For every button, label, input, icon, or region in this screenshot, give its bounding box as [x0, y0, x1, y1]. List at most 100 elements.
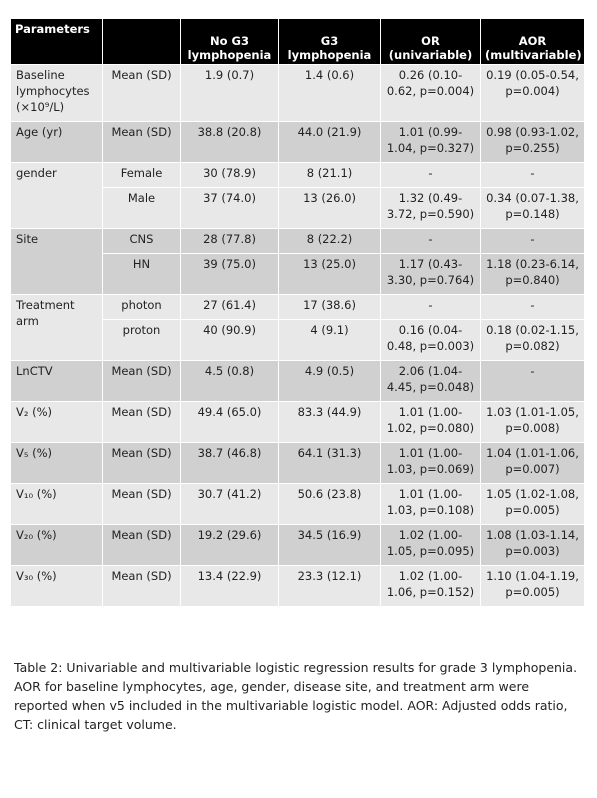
- header-cell: Parameters: [10, 18, 103, 65]
- value-cell: 1.04 (1.01-1.06, p=0.007): [480, 442, 585, 484]
- value-cell: 34.5 (16.9): [278, 524, 381, 566]
- value-cell: 0.19 (0.05-0.54, p=0.004): [480, 64, 585, 122]
- results-table: Parameters No G3 lymphopenia G3 lymphope…: [10, 18, 585, 607]
- parameter-cell: V₅ (%): [10, 442, 103, 484]
- subgroup-cell: Female: [102, 162, 181, 188]
- value-cell: 1.02 (1.00-1.06, p=0.152): [380, 565, 481, 607]
- table-row: gender Female 30 (78.9) 8 (21.1) - -: [10, 162, 585, 229]
- value-cell: 8 (22.2): [278, 228, 381, 254]
- parameter-cell: V₁₀ (%): [10, 483, 103, 525]
- header-cell: G3 lymphopenia: [278, 18, 381, 65]
- parameter-cell: Baseline lymphocytes (×10⁹/L): [10, 64, 103, 122]
- value-cell: 0.98 (0.93-1.02, p=0.255): [480, 121, 585, 163]
- table-row: V₁₀ (%) Mean (SD) 30.7 (41.2) 50.6 (23.8) 1.…: [10, 483, 585, 525]
- table-row: Age (yr) Mean (SD) 38.8 (20.8) 44.0 (21.9) 1…: [10, 121, 585, 163]
- table-row: V₂₀ (%) Mean (SD) 19.2 (29.6) 34.5 (16.9) 1.…: [10, 524, 585, 566]
- value-cell: 44.0 (21.9): [278, 121, 381, 163]
- subgroup-cell: Mean (SD): [102, 565, 181, 607]
- value-cell: 1.01 (1.00-1.02, p=0.080): [380, 401, 481, 443]
- value-cell: 1.08 (1.03-1.14, p=0.003): [480, 524, 585, 566]
- value-cell: 4 (9.1): [278, 319, 381, 361]
- subgroup-cell: Mean (SD): [102, 401, 181, 443]
- header-cell: [102, 18, 181, 65]
- subgroup-cell: Mean (SD): [102, 524, 181, 566]
- value-cell: 37 (74.0): [180, 187, 279, 229]
- value-cell: 2.06 (1.04-4.45, p=0.048): [380, 360, 481, 402]
- value-cell: 1.03 (1.01-1.05, p=0.008): [480, 401, 585, 443]
- value-cell: 30 (78.9): [180, 162, 279, 188]
- value-cell: 13 (25.0): [278, 253, 381, 295]
- value-cell: 49.4 (65.0): [180, 401, 279, 443]
- value-cell: 1.4 (0.6): [278, 64, 381, 122]
- value-cell: -: [380, 162, 481, 188]
- value-cell: 64.1 (31.3): [278, 442, 381, 484]
- table-row: Treatment arm photon 27 (61.4) 17 (38.6) - -: [10, 294, 585, 361]
- subgroup-cell: Male: [102, 187, 181, 229]
- subgroup-cell: Mean (SD): [102, 64, 181, 122]
- subgroup-cell: Mean (SD): [102, 360, 181, 402]
- value-cell: -: [480, 294, 585, 320]
- table-row: V₂ (%) Mean (SD) 49.4 (65.0) 83.3 (44.9) 1.0…: [10, 401, 585, 443]
- subgroup-cell: Mean (SD): [102, 121, 181, 163]
- value-cell: 19.2 (29.6): [180, 524, 279, 566]
- value-cell: -: [380, 294, 481, 320]
- value-cell: 1.01 (1.00-1.03, p=0.069): [380, 442, 481, 484]
- parameter-cell: LnCTV: [10, 360, 103, 402]
- value-cell: 0.16 (0.04-0.48, p=0.003): [380, 319, 481, 361]
- value-cell: 0.26 (0.10-0.62, p=0.004): [380, 64, 481, 122]
- value-cell: 38.8 (20.8): [180, 121, 279, 163]
- value-cell: 30.7 (41.2): [180, 483, 279, 525]
- subgroup-cell: HN: [102, 253, 181, 295]
- value-cell: -: [480, 162, 585, 188]
- parameter-cell: Site: [10, 228, 103, 295]
- header-row: Parameters No G3 lymphopenia G3 lymphope…: [10, 18, 585, 65]
- parameter-cell: V₂ (%): [10, 401, 103, 443]
- value-cell: 39 (75.0): [180, 253, 279, 295]
- table-row: V₅ (%) Mean (SD) 38.7 (46.8) 64.1 (31.3) 1.0…: [10, 442, 585, 484]
- value-cell: 1.10 (1.04-1.19, p=0.005): [480, 565, 585, 607]
- table-row: proton 40 (90.9) 4 (9.1) 0.16 (0.04-0.48, p…: [11, 319, 585, 361]
- value-cell: 1.17 (0.43-3.30, p=0.764): [380, 253, 481, 295]
- value-cell: 1.32 (0.49-3.72, p=0.590): [380, 187, 481, 229]
- subgroup-cell: photon: [102, 294, 181, 320]
- value-cell: 1.18 (0.23-6.14, p=0.840): [480, 253, 585, 295]
- value-cell: 40 (90.9): [180, 319, 279, 361]
- header-cell: No G3 lymphopenia: [180, 18, 279, 65]
- table-row: LnCTV Mean (SD) 4.5 (0.8) 4.9 (0.5) 2.06 (1.…: [10, 360, 585, 402]
- subgroup-cell: proton: [102, 319, 181, 361]
- table-row: Site CNS 28 (77.8) 8 (22.2) - -: [10, 228, 585, 295]
- value-cell: 27 (61.4): [180, 294, 279, 320]
- value-cell: 23.3 (12.1): [278, 565, 381, 607]
- table-row: Baseline lymphocytes (×10⁹/L) Mean (SD) 1.…: [10, 64, 585, 122]
- value-cell: 0.18 (0.02-1.15, p=0.082): [480, 319, 585, 361]
- value-cell: 1.9 (0.7): [180, 64, 279, 122]
- table-row: Male 37 (74.0) 13 (26.0) 1.32 (0.49-3.72, p…: [11, 187, 585, 229]
- parameter-cell: Treatment arm: [10, 294, 103, 361]
- table-row: V₃₀ (%) Mean (SD) 13.4 (22.9) 23.3 (12.1) 1.…: [10, 565, 585, 607]
- value-cell: 4.9 (0.5): [278, 360, 381, 402]
- parameter-cell: gender: [10, 162, 103, 229]
- value-cell: 50.6 (23.8): [278, 483, 381, 525]
- table-body: Baseline lymphocytes (×10⁹/L) Mean (SD) 1.…: [10, 64, 585, 607]
- subgroup-cell: Mean (SD): [102, 483, 181, 525]
- value-cell: 0.34 (0.07-1.38, p=0.148): [480, 187, 585, 229]
- value-cell: 8 (21.1): [278, 162, 381, 188]
- value-cell: 1.02 (1.00-1.05, p=0.095): [380, 524, 481, 566]
- subgroup-cell: CNS: [102, 228, 181, 254]
- value-cell: 17 (38.6): [278, 294, 381, 320]
- value-cell: 38.7 (46.8): [180, 442, 279, 484]
- value-cell: 83.3 (44.9): [278, 401, 381, 443]
- parameter-cell: V₃₀ (%): [10, 565, 103, 607]
- parameter-cell: V₂₀ (%): [10, 524, 103, 566]
- value-cell: 1.01 (0.99-1.04, p=0.327): [380, 121, 481, 163]
- parameter-cell: Age (yr): [10, 121, 103, 163]
- header-cell: OR (univariable): [380, 18, 481, 65]
- subgroup-cell: Mean (SD): [102, 442, 181, 484]
- header-cell: AOR (multivariable): [480, 18, 585, 65]
- value-cell: 1.01 (1.00-1.03, p=0.108): [380, 483, 481, 525]
- value-cell: 1.05 (1.02-1.08, p=0.005): [480, 483, 585, 525]
- value-cell: 13.4 (22.9): [180, 565, 279, 607]
- value-cell: 28 (77.8): [180, 228, 279, 254]
- value-cell: -: [480, 360, 585, 402]
